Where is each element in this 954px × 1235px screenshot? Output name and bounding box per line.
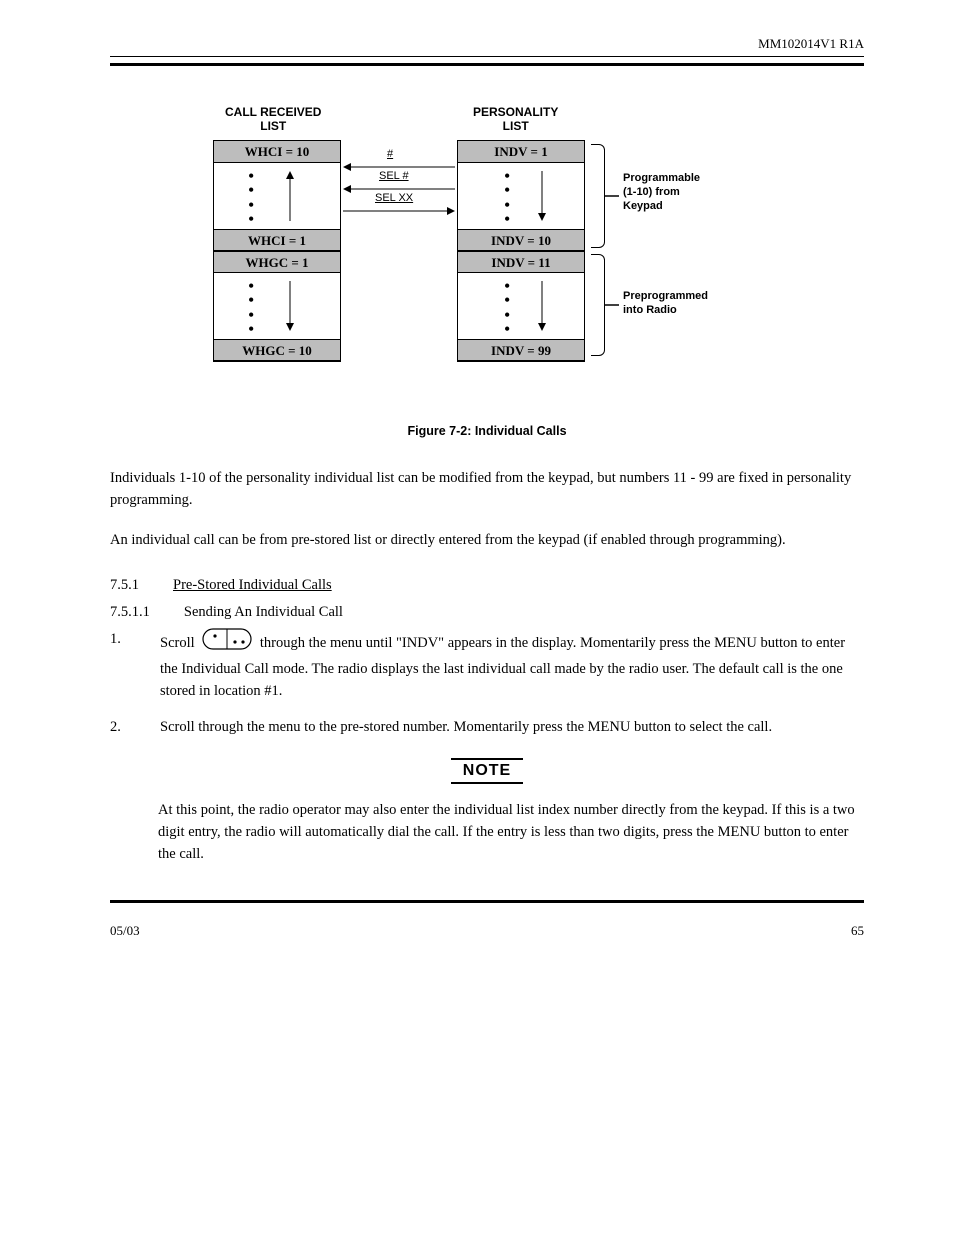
figure-individual-calls: CALL RECEIVED LIST PERSONALITY LIST WHCI… (207, 106, 767, 406)
mid-label-2: SEL # (379, 170, 409, 182)
right-body1: •••• (458, 163, 584, 229)
step-1-body: Scroll through the menu until "INDV" app… (160, 629, 864, 702)
note-label: NOTE (451, 758, 523, 784)
section-title: Pre-Stored Individual Calls (173, 577, 332, 594)
left-r4: WHGC = 10 (214, 339, 340, 361)
bracket-tick (605, 192, 619, 200)
note-body: At this point, the radio operator may al… (158, 800, 864, 865)
dots: •••• (248, 169, 254, 227)
sub-number: 7.5.1.1 (110, 604, 150, 621)
mid-label-1: # (387, 148, 393, 160)
sub-heading: 7.5.1.1 Sending An Individual Call (110, 604, 864, 621)
footer: 05/03 65 (110, 923, 864, 939)
note-block: NOTE At this point, the radio operator m… (110, 758, 864, 865)
left-r1: WHCI = 10 (214, 141, 340, 163)
step-1-text-a: Scroll (160, 635, 195, 651)
footer-page: 65 (851, 923, 864, 939)
para-1: Individuals 1-10 of the personality indi… (110, 468, 864, 512)
step-2: 2. Scroll through the menu to the pre-st… (110, 717, 864, 739)
right-column: INDV = 1 •••• INDV = 10 INDV = 11 •••• (457, 140, 585, 362)
dots: •••• (248, 279, 254, 337)
footer-date: 05/03 (110, 923, 140, 939)
side-note-upper: Programmable (1-10) from Keypad (623, 172, 700, 213)
sub-title: Sending An Individual Call (184, 604, 343, 621)
step-2-body: Scroll through the menu to the pre-store… (160, 717, 864, 739)
bracket-upper (591, 144, 605, 248)
figure-caption: Figure 7-2: Individual Calls (110, 424, 864, 438)
footer-rule (110, 900, 864, 903)
step-2-num: 2. (110, 717, 126, 739)
arrow-right-icon (343, 204, 455, 218)
rule-thin (110, 56, 864, 57)
para-2: An individual call can be from pre-store… (110, 530, 864, 552)
content: CALL RECEIVED LIST PERSONALITY LIST WHCI… (110, 106, 864, 866)
left-list-title: CALL RECEIVED LIST (225, 106, 321, 134)
page: MM102014V1 R1A CALL RECEIVED LIST PERSON… (0, 0, 954, 969)
left-body1: •••• (214, 163, 340, 229)
side-note-lower: Preprogrammed into Radio (623, 290, 708, 318)
step-1-num: 1. (110, 629, 126, 651)
arrow-down-icon (536, 281, 548, 331)
mid-label-3: SEL XX (375, 192, 413, 204)
right-r4: INDV = 99 (458, 339, 584, 361)
bracket-lower (591, 254, 605, 356)
left-body2: •••• (214, 273, 340, 339)
dots: •••• (504, 279, 510, 337)
left-r3: WHGC = 1 (214, 251, 340, 273)
right-r2: INDV = 10 (458, 229, 584, 251)
step-1: 1. Scroll through the menu until "INDV" … (110, 629, 864, 702)
bracket-tick (605, 301, 619, 309)
section-heading: 7.5.1 Pre-Stored Individual Calls (110, 577, 864, 594)
step-1-text-b: through the menu until "INDV" appears in… (160, 635, 845, 698)
right-list-title: PERSONALITY LIST (473, 106, 558, 134)
dots: •••• (504, 169, 510, 227)
right-r3: INDV = 11 (458, 251, 584, 273)
arrow-down-icon (536, 171, 548, 221)
right-r1: INDV = 1 (458, 141, 584, 163)
left-column: WHCI = 10 •••• WHCI = 1 WHGC = 1 •••• (213, 140, 341, 362)
rule-thick (110, 63, 864, 66)
section-number: 7.5.1 (110, 577, 139, 594)
rocker-button-icon (202, 628, 252, 658)
right-body2: •••• (458, 273, 584, 339)
left-r2: WHCI = 1 (214, 229, 340, 251)
arrow-up-icon (284, 171, 296, 221)
header-docid: MM102014V1 R1A (110, 36, 864, 52)
arrow-down-icon (284, 281, 296, 331)
